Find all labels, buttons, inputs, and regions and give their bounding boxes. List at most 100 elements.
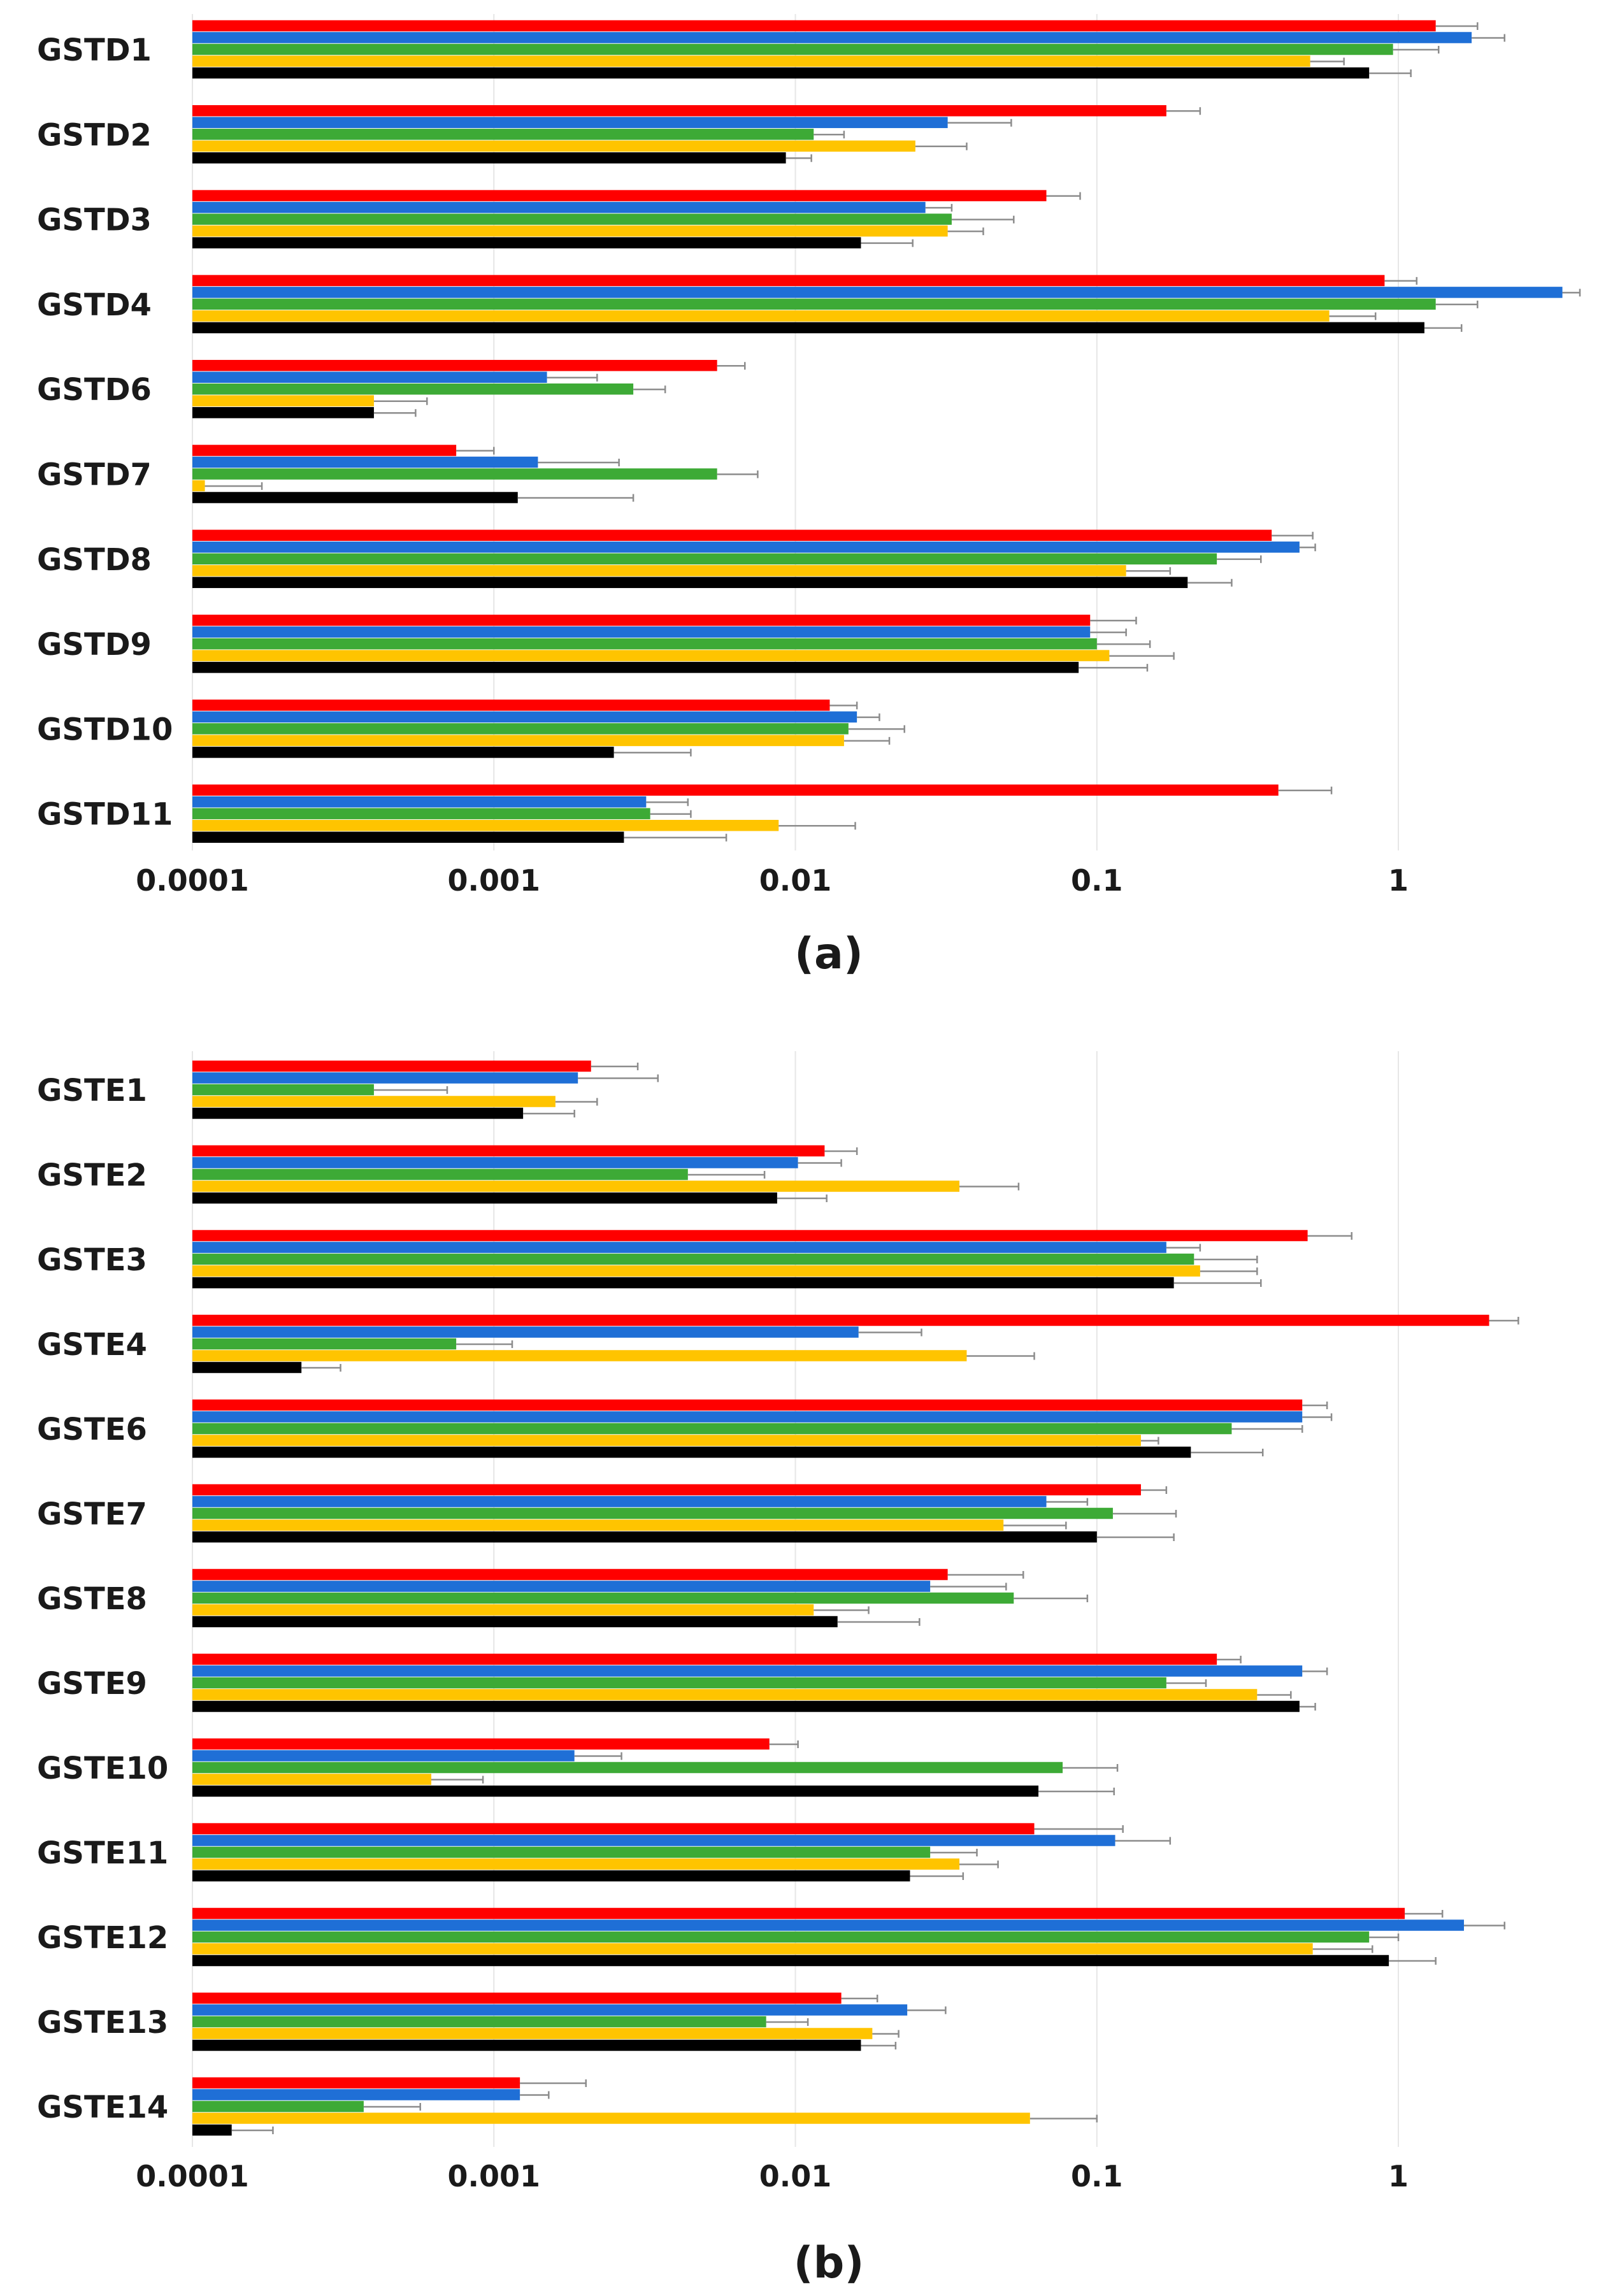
panel-b-error-bar [363,2103,421,2111]
panel-a-bar [192,287,1563,298]
panel-a-error-bar [785,154,812,162]
panel-b-error-bar [1034,1825,1124,1833]
panel-a-error-bar [814,131,845,139]
panel-a-bar [192,468,717,480]
panel-a-error-bar [1472,34,1505,42]
panel-b-bar [192,1774,432,1785]
panel-a-bar [192,43,1393,55]
panel-b-bar [192,2089,520,2100]
panel-b-x-tick-label: 0.01 [759,2159,832,2193]
panel-a-error-bar [373,397,428,405]
panel-b-error-bar [798,1159,842,1167]
panel-b-error-bar [1173,1279,1262,1287]
panel-a-bar [192,117,948,129]
panel-b-bar [192,2124,232,2136]
panel-a-category-label: GSTD6 [37,372,152,408]
panel-b-bar [192,1750,575,1761]
panel-b-error-bar [1014,1595,1089,1602]
panel-a-bar [192,614,1091,626]
panel-b-bar [192,1653,1217,1665]
panel-b-error-bar [520,2091,550,2099]
panel-a-error-bar [1278,786,1333,794]
panel-a-error-bar [646,798,689,807]
panel-a-error-bar [456,447,495,455]
panel-b-bar [192,1411,1303,1423]
panel-a-bar [192,723,849,735]
panel-a-bar [192,67,1370,79]
panel-a-error-bar [1187,578,1233,587]
panel-a-bar [192,225,948,237]
panel-b-category-label: GSTE1 [37,1073,147,1109]
panel-a-category-label: GSTD8 [37,542,152,578]
panel-b-error-bar [1489,1317,1519,1324]
panel-b-error-bar [578,1074,659,1082]
panel-b-bar [192,1785,1039,1797]
panel-a-bar [192,383,634,395]
panel-b-error-bar [959,1182,1020,1191]
panel-b-error-bar [930,1582,1007,1591]
panel-a-bar [192,747,614,758]
panel-b-bar [192,1060,591,1072]
panel-b-error-bar [1302,1402,1328,1409]
panel-b-error-bar [766,2018,809,2026]
panel-a-bar [192,359,717,371]
panel-b-bar [192,1519,1004,1531]
panel-b-bar [192,1265,1200,1277]
panel-a-error-bar [1369,69,1412,77]
panel-a-bar [192,661,1079,673]
panel-b-error-bar [777,1195,828,1202]
panel-b-bar [192,1689,1258,1700]
panel-a-bar [192,831,624,843]
panel-a-error-bar [633,385,666,394]
panel-b-error-bar [1299,1703,1316,1711]
panel-b-category-label: GSTE4 [37,1327,147,1363]
panel-b-bar [192,1157,798,1168]
panel-a-error-bar [538,459,620,466]
panel-b-error-bar [1038,1788,1115,1795]
panel-b-error-bar [1166,1244,1201,1252]
panel-b-bar [192,1242,1166,1253]
panel-b-error-bar [814,1606,870,1614]
panel-b-bar [192,1581,931,1592]
panel-a-bar [192,626,1091,638]
panel-a-bar [192,819,779,831]
panel-b-error-bar [1046,1498,1089,1506]
panel-a-error-bar [624,833,728,842]
panel-b-bar [192,1192,777,1204]
panel-b-error-bar [858,1328,922,1337]
panel-b-bar [192,1145,825,1157]
panel-a-bar [192,201,926,213]
panel-a-error-bar [915,142,968,150]
panel-b-category-label: GSTE10 [37,1751,168,1786]
panel-b-bar [192,1665,1303,1677]
panel-b-label: (b) [794,2238,864,2288]
panel-b-error-bar [1112,1510,1177,1518]
panel-b-bar [192,1446,1191,1458]
panel-b-bar [192,1350,967,1361]
panel-b-bar [192,1823,1035,1835]
panel-b-error-bar [523,1110,575,1117]
panel-a-bar [192,406,374,419]
panel-b-error-bar [907,2006,947,2014]
panel-b-error-bar [1115,1837,1172,1845]
panel-a-error-bar [1393,46,1440,54]
panel-b-bar [192,2113,1030,2124]
panel-b-bar [192,1423,1232,1435]
panel-b-bar [192,1738,770,1750]
panel-b-error-bar [1302,1667,1328,1675]
panel-a-error-bar [829,701,858,710]
panel-a-bar [192,190,1047,201]
panel-b-bar [192,1314,1489,1326]
panel-b-error-bar [1302,1413,1333,1421]
panel-b-bar [192,1907,1405,1919]
panel-a-error-bar [778,822,856,830]
panel-a-bar [192,456,538,468]
panel-b-bar [192,1870,910,1882]
panel-b-bar [192,1096,556,1107]
panel-a-error-bar [1272,531,1314,540]
panel-b-error-bar [1307,1232,1353,1240]
panel-a-category-label: GSTD4 [37,287,152,323]
panel-a-error-bar [1090,617,1137,625]
panel-b-error-bar [373,1086,448,1094]
